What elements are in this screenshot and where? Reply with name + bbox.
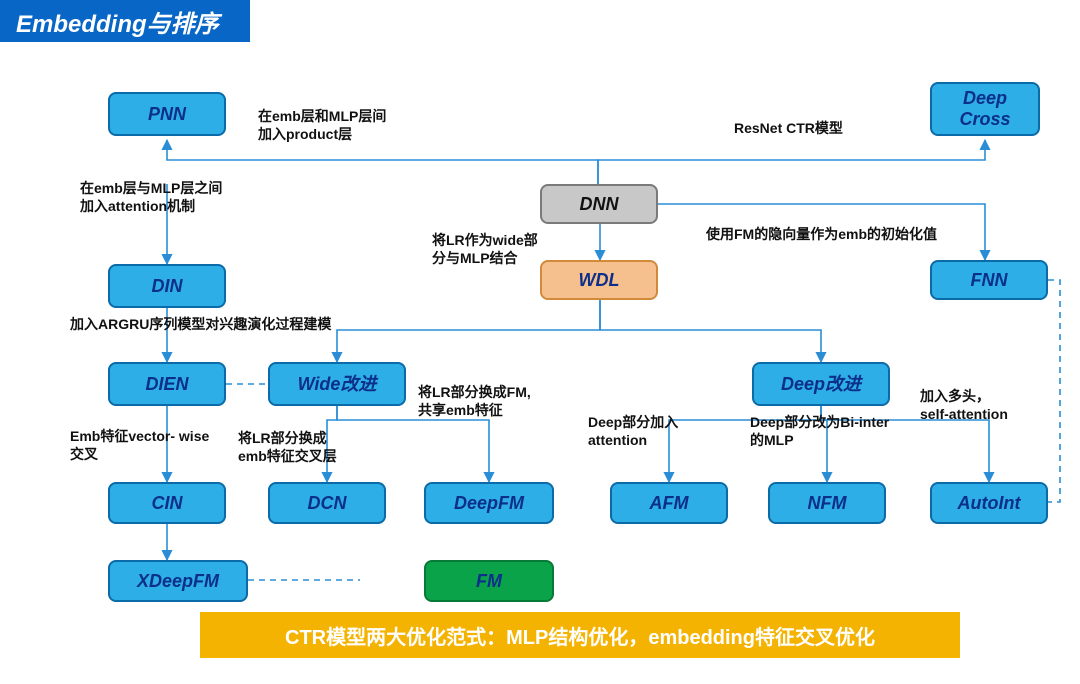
node-cin: CIN xyxy=(108,482,226,524)
edge-6 xyxy=(337,300,600,362)
node-afm: AFM xyxy=(610,482,728,524)
annotation-a_dien: 加入ARGRU序列模型对兴趣演化过程建模 xyxy=(70,316,331,334)
title-text: Embedding与排序 xyxy=(16,4,219,39)
banner-text: CTR模型两大优化范式：MLP结构优化，embedding特征交叉优化 xyxy=(285,621,875,650)
node-wdl: WDL xyxy=(540,260,658,300)
edge-1 xyxy=(598,140,985,184)
node-fnn: FNN xyxy=(930,260,1048,300)
node-dien: DIEN xyxy=(108,362,226,406)
annotation-a_pnn: 在emb层和MLP层间 加入product层 xyxy=(258,108,386,143)
annotation-a_deepfm: 将LR部分换成FM, 共享emb特征 xyxy=(418,384,531,419)
node-fm: FM xyxy=(424,560,554,602)
node-deepimp: Deep改进 xyxy=(752,362,890,406)
annotation-a_resnet: ResNet CTR模型 xyxy=(734,120,843,138)
node-wideimp: Wide改进 xyxy=(268,362,406,406)
annotation-a_autoint: 加入多头， self-attention xyxy=(920,388,1008,423)
edge-7 xyxy=(600,300,821,362)
node-deepfm: DeepFM xyxy=(424,482,554,524)
annotation-a_dcn: 将LR部分换成 emb特征交叉层 xyxy=(238,430,337,465)
node-dcn: DCN xyxy=(268,482,386,524)
node-deepcross: DeepCross xyxy=(930,82,1040,136)
node-dnn: DNN xyxy=(540,184,658,224)
node-pnn: PNN xyxy=(108,92,226,136)
annotation-a_din: 在emb层与MLP层之间 加入attention机制 xyxy=(80,180,222,215)
node-nfm: NFM xyxy=(768,482,886,524)
node-autoint: AutoInt xyxy=(930,482,1048,524)
annotation-a_cin: Emb特征vector- wise 交叉 xyxy=(70,428,209,463)
node-xdeepfm: XDeepFM xyxy=(108,560,248,602)
annotation-a_afm: Deep部分加入 attention xyxy=(588,414,678,449)
annotation-a_wdl: 将LR作为wide部 分与MLP结合 xyxy=(432,232,538,267)
edge-17 xyxy=(1048,280,1060,502)
annotation-a_nfm: Deep部分改为Bi-inter 的MLP xyxy=(750,414,889,449)
bottom-banner: CTR模型两大优化范式：MLP结构优化，embedding特征交叉优化 xyxy=(200,612,960,658)
node-din: DIN xyxy=(108,264,226,308)
annotation-a_fnn: 使用FM的隐向量作为emb的初始化值 xyxy=(706,226,937,244)
edge-0 xyxy=(167,140,598,184)
title-bar: Embedding与排序 xyxy=(0,0,250,42)
